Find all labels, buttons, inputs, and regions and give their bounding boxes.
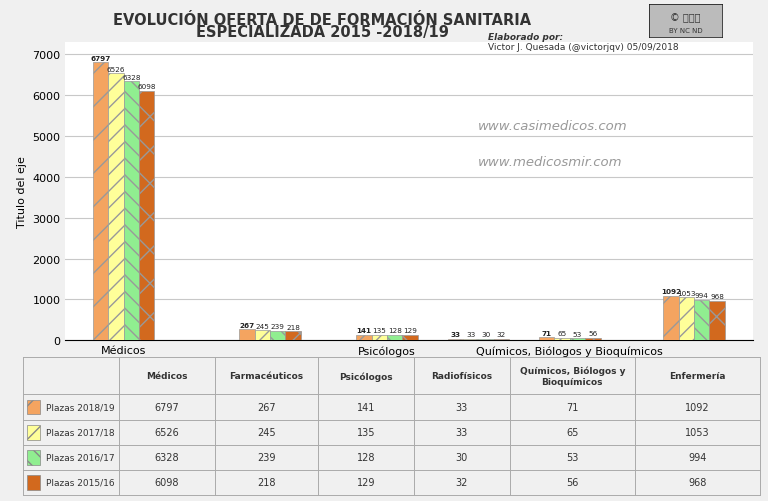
Text: www.medicosmir.com: www.medicosmir.com xyxy=(478,155,622,168)
Text: 129: 129 xyxy=(356,477,375,487)
Text: 135: 135 xyxy=(372,328,386,334)
Bar xyxy=(286,332,301,341)
Text: 6328: 6328 xyxy=(122,75,141,81)
Text: © ⓘⓢⓝ: © ⓘⓢⓝ xyxy=(670,13,700,23)
Text: Psicólogos: Psicólogos xyxy=(339,371,392,381)
Bar xyxy=(710,301,725,341)
Bar xyxy=(570,339,585,341)
Text: Plazas 2017/18: Plazas 2017/18 xyxy=(46,428,114,437)
Bar xyxy=(478,340,494,341)
Text: 245: 245 xyxy=(256,323,270,329)
Text: 32: 32 xyxy=(455,477,468,487)
Bar xyxy=(679,298,694,341)
Text: 6098: 6098 xyxy=(137,84,156,90)
Text: 1053: 1053 xyxy=(685,427,710,437)
Text: 71: 71 xyxy=(566,402,578,412)
Text: 53: 53 xyxy=(566,452,578,462)
Text: 30: 30 xyxy=(455,452,468,462)
Text: 33: 33 xyxy=(455,402,468,412)
Text: 1053: 1053 xyxy=(677,290,696,296)
Text: Elaborado por:: Elaborado por: xyxy=(488,33,563,42)
Bar xyxy=(554,338,570,341)
Text: 56: 56 xyxy=(588,331,598,337)
Text: 245: 245 xyxy=(257,427,276,437)
Bar xyxy=(124,82,139,341)
Text: 56: 56 xyxy=(566,477,578,487)
Bar xyxy=(387,336,402,341)
Bar xyxy=(463,339,478,341)
Text: 968: 968 xyxy=(688,477,707,487)
Text: 129: 129 xyxy=(403,328,417,334)
Text: 141: 141 xyxy=(356,402,375,412)
Text: 218: 218 xyxy=(257,477,276,487)
Text: 267: 267 xyxy=(257,402,276,412)
Text: 218: 218 xyxy=(286,324,300,330)
Text: Químicos, Biólogos y
Bioquímicos: Químicos, Biólogos y Bioquímicos xyxy=(520,366,625,386)
Text: 6328: 6328 xyxy=(154,452,179,462)
Text: 141: 141 xyxy=(356,327,372,333)
Bar xyxy=(93,63,108,341)
Text: 6797: 6797 xyxy=(154,402,179,412)
Bar xyxy=(585,338,601,341)
Text: Enfermería: Enfermería xyxy=(670,372,726,381)
Y-axis label: Titulo del eje: Titulo del eje xyxy=(17,156,27,227)
Text: Plazas 2018/19: Plazas 2018/19 xyxy=(46,403,114,412)
Bar xyxy=(448,339,463,341)
Text: 65: 65 xyxy=(566,427,578,437)
Text: 6526: 6526 xyxy=(107,67,125,73)
Text: 6797: 6797 xyxy=(91,56,111,62)
Text: Radiofísicos: Radiofísicos xyxy=(431,372,492,381)
Text: 65: 65 xyxy=(558,330,567,336)
Text: Plazas 2015/16: Plazas 2015/16 xyxy=(46,478,114,487)
Bar xyxy=(694,300,710,341)
Text: 968: 968 xyxy=(710,294,724,300)
Text: 6098: 6098 xyxy=(154,477,179,487)
Text: EVOLUCIÓN OFERTA DE DE FORMACIÓN SANITARIA: EVOLUCIÓN OFERTA DE DE FORMACIÓN SANITAR… xyxy=(114,13,531,28)
Text: 994: 994 xyxy=(688,452,707,462)
Text: 1092: 1092 xyxy=(685,402,710,412)
Text: www.casimedicos.com: www.casimedicos.com xyxy=(478,120,627,133)
Text: Plazas 2016/17: Plazas 2016/17 xyxy=(46,453,114,462)
Text: 128: 128 xyxy=(356,452,375,462)
Text: 30: 30 xyxy=(482,332,491,338)
Bar xyxy=(27,400,40,414)
Bar xyxy=(108,74,124,341)
Text: Farmacéuticos: Farmacéuticos xyxy=(230,372,303,381)
Text: 239: 239 xyxy=(257,452,276,462)
Bar xyxy=(139,92,154,341)
Text: 33: 33 xyxy=(450,332,460,338)
Text: 135: 135 xyxy=(356,427,375,437)
Text: 32: 32 xyxy=(497,332,506,338)
Bar xyxy=(255,331,270,341)
Text: 33: 33 xyxy=(466,332,475,338)
Text: Médicos: Médicos xyxy=(146,372,187,381)
Bar xyxy=(539,338,554,341)
Bar xyxy=(240,330,255,341)
Text: 994: 994 xyxy=(695,293,709,299)
Bar xyxy=(402,335,418,341)
Text: 53: 53 xyxy=(573,331,582,337)
Text: 128: 128 xyxy=(388,328,402,334)
Text: Victor J. Quesada (@victorjqv) 05/09/2018: Victor J. Quesada (@victorjqv) 05/09/201… xyxy=(488,43,678,52)
Bar xyxy=(27,450,40,465)
Bar xyxy=(270,331,286,341)
Bar xyxy=(356,335,372,341)
Text: 239: 239 xyxy=(271,323,285,329)
Text: 33: 33 xyxy=(455,427,468,437)
Bar xyxy=(372,335,387,341)
Text: BY NC ND: BY NC ND xyxy=(669,28,702,34)
Bar xyxy=(664,296,679,341)
Bar xyxy=(27,475,40,490)
Text: 6526: 6526 xyxy=(154,427,179,437)
Text: 267: 267 xyxy=(240,322,254,328)
Text: ESPECIALIZADA 2015 -2018/19: ESPECIALIZADA 2015 -2018/19 xyxy=(196,25,449,40)
Text: 1092: 1092 xyxy=(661,289,681,295)
Bar xyxy=(27,425,40,440)
Bar xyxy=(494,339,509,341)
Text: 71: 71 xyxy=(541,330,551,336)
